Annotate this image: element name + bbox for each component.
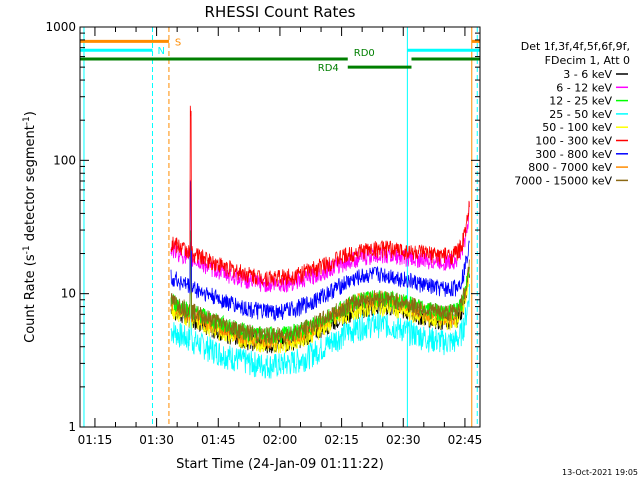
series-line <box>170 105 470 287</box>
plot-data <box>83 27 478 427</box>
y-axis-label-part: detector segment <box>23 125 38 245</box>
y-axis-label-part: ) <box>23 111 38 116</box>
x-tick-label: 02:30 <box>386 433 421 447</box>
series-line <box>170 179 470 293</box>
legend-entry-label: 3 - 6 keV <box>563 68 612 81</box>
legend-header-line-1: Det 1f,3f,4f,5f,6f,9f, <box>521 40 630 53</box>
legend-entry-label: 7000 - 15000 keV <box>514 174 612 187</box>
x-axis: 01:15 01:30 01:45 02:00 02:15 02:30 02:45 <box>78 27 483 447</box>
annotation-bars: SN RD0 RD4 <box>80 37 480 74</box>
annotation-label: N <box>157 46 164 57</box>
x-tick-label: 02:15 <box>324 433 359 447</box>
y-axis: 1 10 100 1000 <box>45 20 480 434</box>
x-axis-label: Start Time (24-Jan-09 01:11:22) <box>176 457 384 472</box>
series-line <box>170 241 470 345</box>
chart-title: RHESSI Count Rates <box>205 3 356 21</box>
footer-timestamp: 13-Oct-2021 19:05 <box>562 468 638 477</box>
legend-entry-label: 300 - 800 keV <box>535 148 612 161</box>
legend-entry-label: 100 - 300 keV <box>535 135 612 148</box>
legend-entry-label: 25 - 50 keV <box>549 108 612 121</box>
series-line <box>170 180 470 322</box>
x-tick-label: 01:15 <box>78 433 113 447</box>
x-tick-label: 01:30 <box>139 433 174 447</box>
series-line <box>170 264 470 379</box>
y-axis-label-sup: -1 <box>22 245 32 254</box>
y-tick-label: 10 <box>61 287 76 301</box>
legend-header-line-2: FDecim 1, Att 0 <box>545 54 630 67</box>
y-axis-label-sup: -1 <box>22 116 32 125</box>
legend-entry-label: 6 - 12 keV <box>556 81 612 94</box>
annotation-label: S <box>175 37 181 48</box>
annotation-label: RD0 <box>354 48 375 59</box>
x-tick-label: 02:45 <box>448 433 483 447</box>
legend-entry-label: 50 - 100 keV <box>542 121 612 134</box>
y-tick-label: 100 <box>53 153 76 167</box>
y-axis-label-part: Count Rate (s <box>23 254 38 343</box>
plot-frame <box>79 26 481 428</box>
legend-entry-label: 12 - 25 keV <box>549 95 612 108</box>
y-axis-label: Count Rate (s-1 detector segment-1) <box>22 111 38 343</box>
legend: Det 1f,3f,4f,5f,6f,9f, FDecim 1, Att 0 3… <box>514 40 630 187</box>
y-tick-label: 1000 <box>45 20 76 34</box>
x-tick-label: 02:00 <box>263 433 298 447</box>
legend-entry-label: 800 - 7000 keV <box>528 161 612 174</box>
y-tick-label: 1 <box>68 420 76 434</box>
x-tick-label: 01:45 <box>201 433 236 447</box>
annotation-label: RD4 <box>318 63 339 74</box>
